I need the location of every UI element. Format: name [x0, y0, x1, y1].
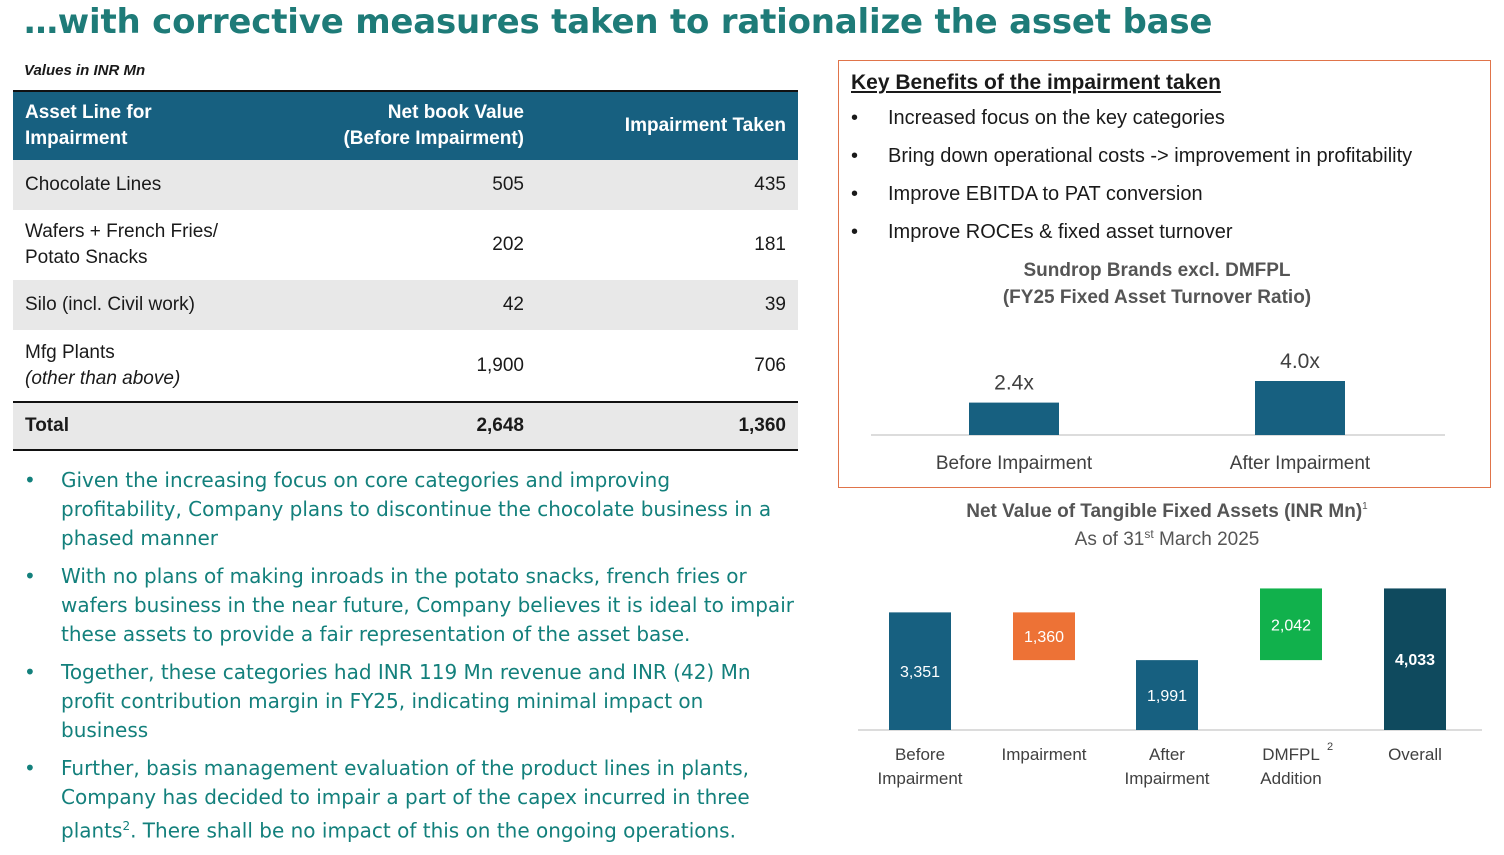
units-note: Values in INR Mn — [24, 62, 146, 79]
category-label: Before Impairment — [936, 453, 1093, 474]
waterfall-bar — [1136, 660, 1198, 730]
row-nbv: 202 — [492, 234, 524, 255]
benefits-title: Key Benefits of the impairment taken — [851, 71, 1221, 94]
key-benefits-box: Key Benefits of the impairment taken • In… — [838, 60, 1491, 488]
waterfall-bar — [1384, 588, 1446, 730]
list-item: • Improve ROCEs & fixed asset turnover — [851, 213, 1412, 251]
list-item: • With no plans of making inroads in the … — [24, 564, 794, 646]
bullet-icon: • — [851, 221, 859, 243]
table-row: Silo (incl. Civil work) 42 39 — [13, 280, 798, 330]
row-label: Wafers + French Fries/Potato Snacks — [25, 221, 219, 268]
chart-subtitle: (FY25 Fixed Asset Turnover Ratio) — [1003, 287, 1311, 308]
header-asset-line: Asset Line for Impairment — [13, 91, 272, 160]
header-impairment-taken: Impairment Taken — [536, 91, 798, 160]
list-item: • Further, basis management evaluation of… — [24, 756, 750, 843]
row-label: Mfg Plants (other than above) — [25, 341, 181, 389]
waterfall-bar — [1013, 612, 1075, 661]
list-item: • Bring down operational costs -> improve… — [851, 137, 1412, 175]
waterfall-bar — [1260, 588, 1322, 661]
asset-turnover-chart: Sundrop Brands excl. DMFPL (FY25 Fixed A… — [871, 260, 1445, 474]
list-item: • Improve EBITDA to PAT conversion — [851, 175, 1412, 213]
bullet-icon: • — [851, 145, 859, 167]
category-label: Overall — [1388, 745, 1442, 764]
footnote-ref: 2 — [1327, 741, 1333, 753]
row-nbv: 42 — [272, 280, 536, 330]
data-label: 4.0x — [1280, 350, 1320, 373]
data-label: 2,042 — [1271, 617, 1311, 634]
bullet-icon: • — [24, 564, 36, 588]
chart-title: Net Value of Tangible Fixed Assets (INR … — [966, 501, 1368, 522]
row-nbv: 505 — [272, 160, 536, 210]
category-label: Impairment — [1124, 769, 1209, 788]
row-label: Silo (incl. Civil work) — [13, 280, 272, 330]
row-impairment: 435 — [536, 160, 798, 210]
table-row: Chocolate Lines 505 435 — [13, 160, 798, 210]
benefits-list: • Increased focus on the key categories •… — [851, 99, 1412, 251]
category-label: Impairment — [1001, 745, 1086, 764]
category-label: Before — [895, 745, 945, 764]
data-label: 1,991 — [1147, 688, 1187, 705]
category-label: Impairment — [877, 769, 962, 788]
net-fixed-assets-waterfall: Net Value of Tangible Fixed Assets (INR … — [858, 501, 1482, 788]
total-nbv: 2,648 — [272, 401, 536, 450]
footnote-ref: 2 — [122, 819, 131, 833]
category-label: After — [1149, 745, 1185, 764]
page-title: …with corrective measures taken to ratio… — [24, 2, 1213, 42]
list-item: • Increased focus on the key categories — [851, 99, 1412, 137]
bullet-icon: • — [24, 756, 36, 780]
total-impairment: 1,360 — [536, 401, 798, 450]
bullet-icon: • — [851, 107, 859, 129]
list-item: • Together, these categories had INR 119 … — [24, 660, 751, 742]
bullet-icon: • — [851, 183, 859, 205]
impairment-table: Asset Line for Impairment Net book Value(… — [13, 90, 798, 451]
data-label: 4,033 — [1395, 652, 1435, 669]
table-row: Wafers + French Fries/Potato Snacks 202 … — [13, 210, 798, 280]
bullet-icon: • — [24, 660, 36, 684]
table-row: Mfg Plants (other than above) 1,900 706 — [13, 330, 798, 402]
bullet-icon: • — [24, 468, 36, 492]
chart-subtitle: As of 31st March 2025 — [1075, 527, 1260, 550]
category-label: After Impairment — [1230, 453, 1371, 474]
row-impairment: 181 — [754, 234, 786, 255]
data-label: 1,360 — [1024, 629, 1064, 646]
bar-after-impairment — [1255, 381, 1345, 435]
list-item: • Given the increasing focus on core cate… — [24, 468, 772, 550]
row-impairment: 39 — [536, 280, 798, 330]
row-nbv: 1,900 — [476, 354, 524, 376]
footnote-ref: 1 — [1362, 501, 1368, 512]
data-label: 3,351 — [900, 664, 940, 681]
header-net-book-value: Net book Value (Before Impairment) — [272, 91, 536, 160]
category-label: Addition — [1260, 769, 1321, 788]
row-label: Chocolate Lines — [13, 160, 272, 210]
data-label: 2.4x — [994, 372, 1034, 395]
row-impairment: 706 — [754, 354, 786, 376]
chart-title: Sundrop Brands excl. DMFPL — [1023, 260, 1290, 281]
waterfall-bar — [889, 612, 951, 730]
table-total-row: Total 2,648 1,360 — [13, 401, 798, 450]
bar-before-impairment — [969, 402, 1059, 435]
notes-list: • Given the increasing focus on core cate… — [24, 466, 794, 855]
category-label: DMFPL — [1262, 745, 1320, 764]
total-label: Total — [13, 401, 272, 450]
